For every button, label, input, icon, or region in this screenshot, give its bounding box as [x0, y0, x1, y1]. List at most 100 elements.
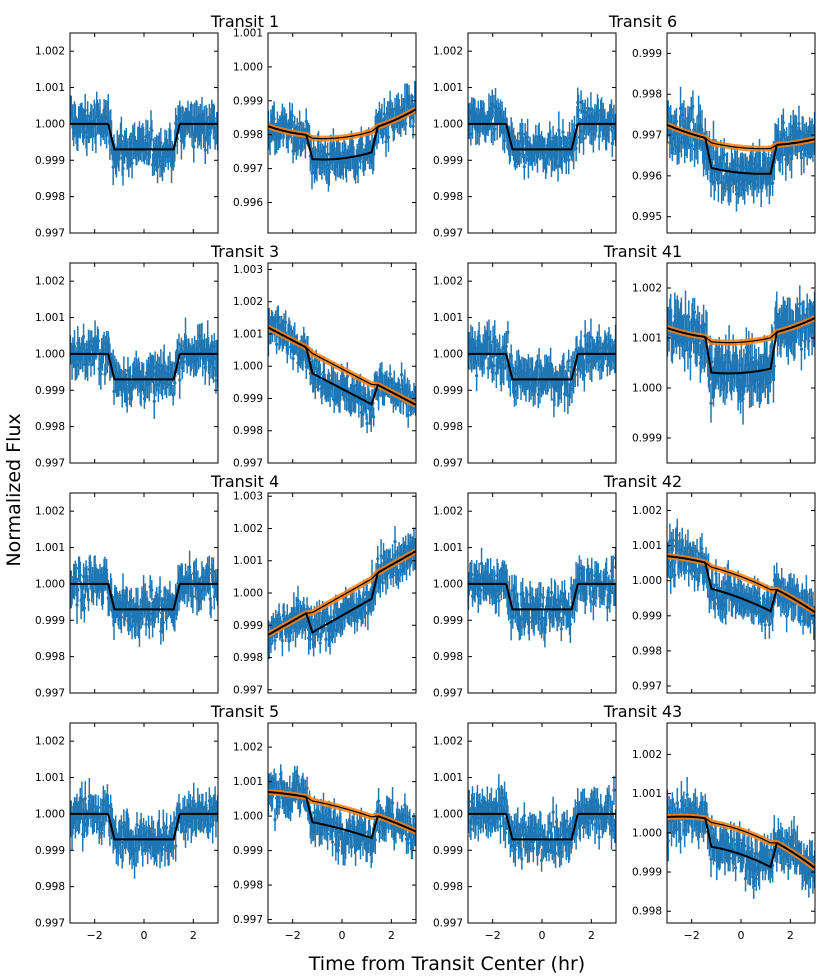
- data-point: [96, 805, 100, 810]
- data-point: [683, 315, 688, 319]
- data-point: [547, 364, 551, 368]
- y-tick-label: 1.000: [233, 361, 263, 373]
- plot-area: [70, 550, 218, 647]
- data-point: [119, 615, 123, 619]
- data-point: [555, 616, 559, 620]
- data-point: [678, 106, 683, 110]
- data-point: [378, 579, 382, 583]
- data-point: [334, 602, 338, 607]
- data-point: [171, 846, 175, 850]
- data-point: [353, 170, 358, 174]
- data-point: [696, 142, 700, 146]
- y-tick-label: 0.997: [433, 228, 463, 240]
- data-point: [121, 589, 125, 593]
- data-point: [186, 824, 190, 828]
- data-point: [81, 595, 85, 599]
- data-point: [328, 635, 332, 640]
- data-point: [333, 628, 337, 632]
- data-point: [212, 117, 216, 121]
- data-point: [185, 590, 189, 594]
- data-point: [493, 585, 497, 589]
- data-point: [589, 335, 593, 339]
- data-point: [570, 387, 574, 391]
- data-point: [537, 598, 541, 602]
- data-point: [104, 568, 109, 572]
- data-point: [540, 616, 545, 620]
- data-point: [202, 347, 207, 351]
- data-point: [561, 130, 565, 134]
- data-point: [673, 573, 677, 577]
- data-point: [146, 849, 150, 853]
- data-point: [504, 344, 508, 348]
- data-point: [734, 192, 739, 196]
- data-point: [469, 132, 473, 136]
- y-tick-label: 0.998: [35, 191, 65, 203]
- data-point: [173, 612, 177, 616]
- data-point: [85, 575, 89, 579]
- data-point: [86, 362, 90, 367]
- data-point: [162, 360, 166, 365]
- data-point: [384, 140, 388, 144]
- data-point: [520, 617, 524, 621]
- y-tick-label: 0.997: [35, 688, 65, 700]
- data-point: [296, 598, 300, 603]
- data-point: [568, 622, 572, 626]
- plot-area: [268, 526, 416, 660]
- data-point: [711, 583, 715, 587]
- light-curve-panel: 1.001 1.000 0.999 0.998 0.997 0.996: [233, 28, 417, 234]
- y-tick-label: 1.000: [233, 61, 263, 73]
- data-point: [691, 105, 695, 109]
- data-point: [741, 397, 745, 401]
- data-point: [190, 132, 194, 136]
- data-point: [717, 586, 721, 590]
- data-point: [139, 616, 143, 620]
- data-point: [152, 399, 156, 403]
- data-point: [91, 589, 96, 594]
- data-point: [605, 605, 609, 610]
- data-point: [797, 122, 801, 126]
- data-point: [329, 386, 333, 390]
- data-point: [475, 374, 479, 378]
- data-point: [607, 127, 611, 131]
- data-point: [313, 385, 317, 389]
- data-point: [596, 108, 600, 112]
- y-tick-label: 0.999: [35, 385, 65, 397]
- data-point: [767, 623, 771, 627]
- data-point: [75, 802, 79, 806]
- data-point: [589, 107, 593, 111]
- y-tick-label: 1.002: [433, 46, 463, 58]
- data-point: [748, 384, 752, 388]
- data-point: [75, 363, 79, 367]
- data-point: [269, 642, 273, 646]
- data-point: [568, 382, 572, 386]
- y-tick-label: 0.997: [433, 688, 463, 700]
- data-point: [667, 564, 671, 569]
- data-point: [345, 375, 349, 379]
- data-point: [373, 591, 377, 595]
- data-point: [111, 165, 115, 169]
- plot-area: [70, 91, 218, 186]
- data-point: [613, 128, 616, 132]
- data-point: [153, 365, 157, 369]
- data-point: [538, 617, 542, 621]
- data-point: [731, 353, 735, 358]
- data-point: [543, 151, 547, 155]
- data-point: [211, 366, 216, 370]
- data-point: [308, 637, 312, 641]
- panel-title-left: Transit 3: [210, 242, 279, 261]
- data-point: [376, 557, 380, 561]
- transit-model-line: [70, 122, 218, 151]
- data-point: [381, 581, 385, 585]
- data-point: [406, 413, 410, 417]
- data-point: [738, 182, 742, 186]
- data-point: [812, 623, 815, 627]
- plot-area: [667, 86, 815, 212]
- data-point: [703, 351, 707, 355]
- data-point: [85, 135, 89, 139]
- data-point: [188, 565, 192, 569]
- data-point: [744, 345, 748, 350]
- data-point: [159, 141, 163, 145]
- data-point: [291, 623, 295, 628]
- data-point: [344, 392, 349, 397]
- data-point: [325, 167, 329, 171]
